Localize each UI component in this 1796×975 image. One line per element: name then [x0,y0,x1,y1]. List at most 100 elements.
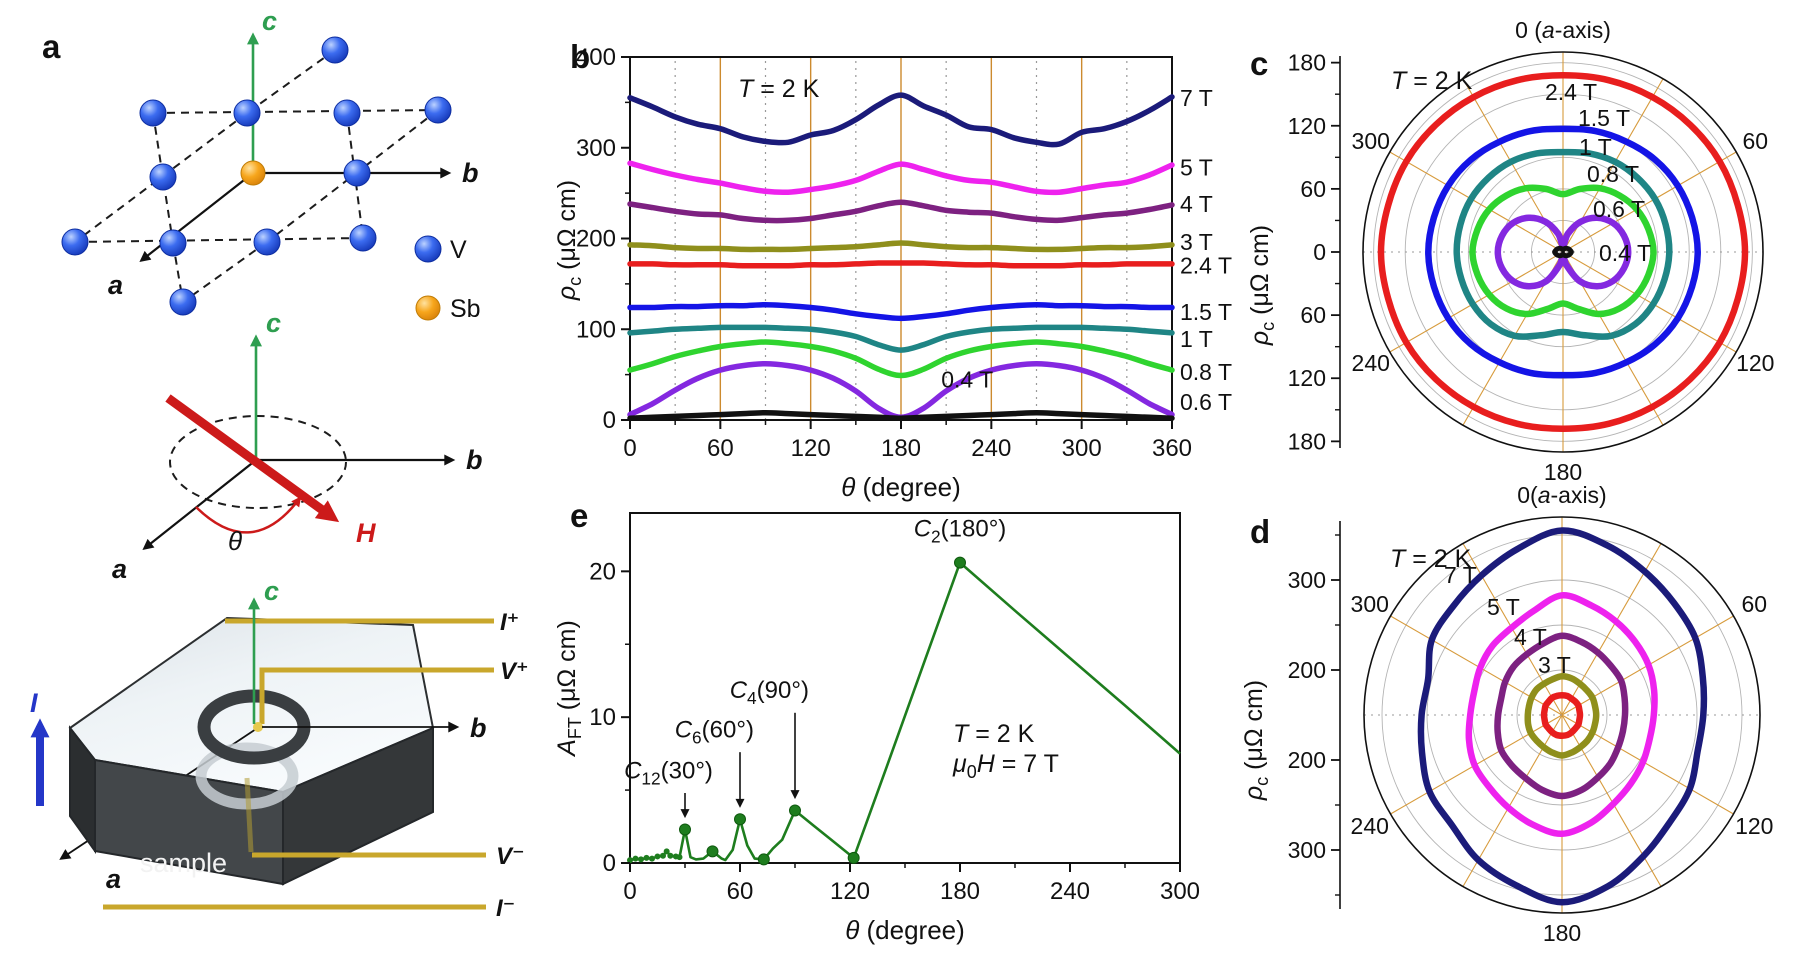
chart-d-polar-high-field: 200 200 300 300 7 T 5 T 4 T3 T 0(a-axis) 180 60 12… [1240,482,1773,946]
v-atom [333,99,361,127]
series-label: 7 T [1180,85,1213,111]
series-label: 1.5 T [1180,299,1232,325]
series-2.4 T [1540,691,1584,739]
v-atom [233,99,261,127]
series-label: 3 T [1538,652,1571,678]
series-5 T [627,160,1175,196]
c-axis-label: c [266,308,281,338]
b-axis-label: b [466,445,483,475]
lead-i-plus-label: I⁺ [500,609,519,636]
panel-letter-d: d [1250,513,1270,550]
svg-text:ρc (μΩ cm): ρc (μΩ cm) [1246,225,1278,346]
contact-dot [253,722,263,732]
svg-text:T = 2 K: T = 2 K [1391,67,1473,95]
panel-letter-e: e [570,497,588,534]
svg-text:400: 400 [576,44,616,71]
v-atom [349,224,377,252]
svg-text:20: 20 [589,558,616,585]
wire-v-plus [259,667,494,724]
series-label: 3 T [1180,229,1213,255]
series-2.4 T [627,260,1175,269]
series-7 T [627,92,1175,148]
series-7 T [1417,527,1708,906]
svg-text:360: 360 [1152,435,1192,462]
svg-text:240: 240 [1050,878,1090,905]
svg-text:180: 180 [1288,50,1326,76]
svg-text:300: 300 [576,135,616,162]
series-label: 4 T [1514,624,1547,650]
fft-curve [629,561,1181,862]
panel-letter-a: a [42,28,61,65]
data-marker [706,845,719,858]
data-marker [954,556,966,569]
data-marker [734,813,746,826]
series-5 T [1465,592,1658,838]
svg-text:240: 240 [971,435,1011,462]
svg-text:C4(90°): C4(90°) [730,677,809,708]
v-atom [343,159,371,187]
sample-label: sample [140,848,227,878]
panel-a-sample-schematic: c b a I sample I⁺ V⁺ V⁻ I⁻ [30,576,529,922]
svg-text:120: 120 [830,878,870,905]
svg-text:0(a-axis): 0(a-axis) [1517,482,1606,508]
svg-text:0: 0 [603,407,616,434]
series-2.4 T [1377,72,1749,432]
series-label: 0.4 T [1599,240,1651,266]
a-axis-label: a [108,270,123,300]
svg-text:120: 120 [1288,113,1326,139]
svg-text:0 (a-axis): 0 (a-axis) [1515,17,1611,43]
svg-text:60: 60 [1741,591,1767,617]
v-atom [61,228,89,256]
lead-v-plus-label: V⁺ [500,658,529,685]
svg-text:180: 180 [881,435,921,462]
svg-text:C6(60°): C6(60°) [675,717,754,748]
svg-text:60: 60 [1742,128,1768,154]
svg-text:θ (degree): θ (degree) [845,915,965,945]
svg-text:T = 2 K: T = 2 K [953,720,1035,748]
series-4 T [1494,632,1629,800]
svg-text:0: 0 [603,850,616,877]
series-3 T [1524,673,1600,759]
series-label: 5 T [1487,594,1520,620]
svg-text:C12(30°): C12(30°) [624,757,713,788]
theta-angle-arc [195,496,302,534]
lead-v-minus-label: V⁻ [496,843,525,870]
legend-sb-label: Sb [450,295,481,323]
chart-e-fourier-amplitude: C12(30°) C6(60°) C4(90°) C2(180°) T = 2 Kμ0H… [553,512,1200,945]
field-vector-arrow [165,394,340,523]
lead-i-minus-label: I⁻ [496,895,515,922]
v-atom [159,229,187,257]
svg-text:θ (degree): θ (degree) [841,472,961,502]
series-label: 1 T [1180,326,1213,352]
data-marker [679,823,691,836]
svg-text:0: 0 [1313,239,1326,265]
a-axis-label: a [112,554,127,584]
svg-text:240: 240 [1351,813,1389,839]
series-label: 0.6 T [1180,389,1232,415]
svg-text:10: 10 [589,704,616,731]
series-label: 0.6 T [1593,196,1645,222]
svg-text:100: 100 [576,316,616,343]
svg-text:300: 300 [1062,435,1102,462]
svg-text:200: 200 [1288,747,1326,773]
series-0.8 T [627,339,1175,379]
svg-text:300: 300 [1160,878,1200,905]
series-0.4 T [627,409,1175,421]
svg-text:60: 60 [1300,302,1326,328]
b-axis-label: b [470,713,487,743]
series-label: 5 T [1180,155,1213,181]
series-1.5 T [627,301,1175,322]
series-label: 4 T [1180,191,1213,217]
series-label: 0.8 T [1587,161,1639,187]
data-marker [847,851,860,864]
svg-text:180: 180 [1288,428,1326,454]
series-1.5 T [1425,125,1701,379]
series-1 T [1453,148,1673,340]
series-4 T [627,199,1175,224]
svg-text:180: 180 [1543,920,1581,946]
series-label: 7 T [1444,562,1477,588]
series-label: 0.4 T [941,366,993,392]
svg-text:0: 0 [623,878,636,905]
